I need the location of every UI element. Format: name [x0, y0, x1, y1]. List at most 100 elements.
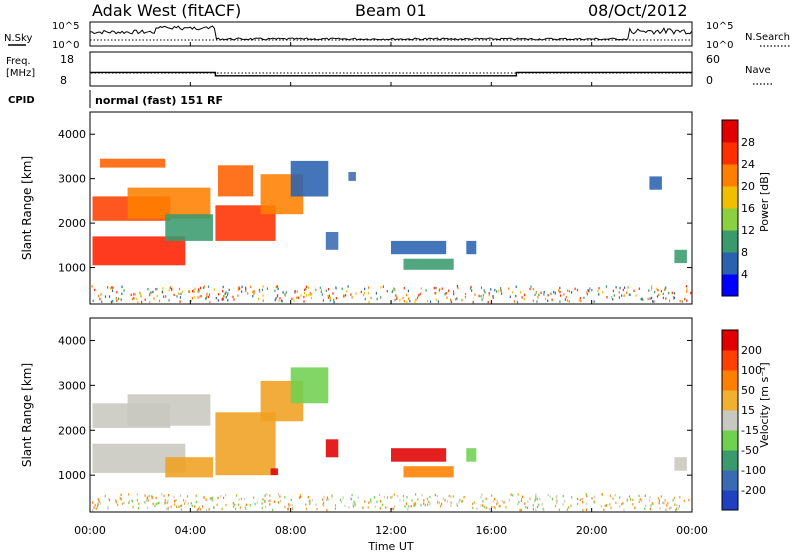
velocity-cbar-swatch-1 — [722, 470, 738, 491]
noise-right-label: N.Search — [745, 32, 790, 43]
date-title: 08/Oct/2012 — [588, 1, 688, 20]
velocity-ytick-label-3: 4000 — [58, 334, 86, 347]
velocity-ylabel: Slant Range [km] — [20, 363, 34, 467]
power-cbar-swatch-1 — [722, 252, 738, 275]
power-cbar-label: Power [dB] — [758, 172, 771, 232]
velocity-cbar-tick-7: -200 — [741, 484, 766, 497]
freq-step-line — [90, 71, 692, 77]
x-axis-label: Time UT — [367, 540, 413, 553]
velocity-cbar-swatch-0 — [722, 490, 738, 511]
x-tick-label-0: 00:00 — [74, 524, 106, 537]
power-region-11 — [391, 240, 447, 255]
velocity-region-10 — [403, 466, 454, 478]
freq-right-label: Nave — [745, 65, 771, 76]
velocity-colorbar: 200 100 50 15 -15 -50 -100 -200 — [721, 329, 766, 511]
power-cbar-swatch-0 — [722, 274, 738, 297]
noise-left-tick-bottom: 10^0 — [52, 40, 79, 51]
velocity-ytick-label-0: 1000 — [58, 469, 86, 482]
power-cbar-swatch-6 — [722, 142, 738, 165]
velocity-speckle — [92, 493, 690, 512]
station-title: Adak West (fitACF) — [92, 1, 241, 20]
velocity-region-2 — [127, 394, 211, 426]
velocity-region-8 — [270, 468, 279, 476]
velocity-cbar-swatch-7 — [722, 350, 738, 371]
velocity-cbar-swatch-3 — [722, 430, 738, 451]
power-ylabel: Slant Range [km] — [20, 156, 34, 260]
velocity-region-11 — [466, 448, 477, 462]
power-cbar-swatch-5 — [722, 164, 738, 187]
x-tick-label-6: 00:00 — [676, 524, 708, 537]
velocity-cbar-tick-2: 50 — [741, 384, 755, 397]
freq-left-tick-top: 18 — [60, 53, 74, 66]
power-region-13 — [466, 240, 477, 255]
power-yticks: 1000 2000 3000 4000 — [58, 128, 692, 275]
power-region-12 — [403, 258, 454, 270]
noise-sky-line — [89, 25, 693, 41]
freq-left-label-2: [MHz] — [6, 68, 35, 79]
velocity-cbar-tick-6: -100 — [741, 464, 766, 477]
velocity-cbar-tick-0: 200 — [741, 344, 762, 357]
power-cbar-swatch-4 — [722, 186, 738, 209]
freq-left-tick-bottom: 8 — [60, 74, 67, 87]
noise-series — [89, 25, 693, 41]
power-region-2 — [100, 158, 166, 168]
power-colorbar: 4 8 12 16 20 24 28 — [721, 119, 755, 297]
power-region-6 — [217, 165, 253, 197]
velocity-cbar-swatch-4 — [722, 410, 738, 431]
freq-right-tick-top: 60 — [706, 53, 720, 66]
power-region-8 — [290, 160, 329, 197]
noise-right-tick-bottom: 10^0 — [706, 40, 733, 51]
velocity-ytick-label-1: 2000 — [58, 424, 86, 437]
power-cbar-frame — [721, 119, 739, 297]
power-cbar-swatch-7 — [722, 120, 738, 143]
velocity-cbar-tick-5: -50 — [741, 444, 759, 457]
power-region-9 — [325, 232, 339, 250]
beam-title: Beam 01 — [355, 1, 427, 20]
power-ytick-label-3: 4000 — [58, 128, 86, 141]
velocity-cbar-tick-4: -15 — [741, 424, 759, 437]
x-tick-label-5: 20:00 — [576, 524, 608, 537]
power-region-15 — [674, 249, 687, 264]
noise-left-label: N.Sky — [4, 33, 32, 44]
power-ytick-label-2: 3000 — [58, 173, 86, 186]
x-axis-ticks: 00:00 04:00 08:00 12:00 16:00 20:00 00:00 — [74, 42, 708, 537]
velocity-region-7 — [325, 439, 339, 458]
freq-right-tick-bottom: 0 — [706, 74, 713, 87]
power-region-0 — [92, 236, 186, 266]
power-cbar-tick-2: 12 — [741, 224, 755, 237]
velocity-cbar-swatch-6 — [722, 370, 738, 391]
velocity-ytick-label-2: 3000 — [58, 379, 86, 392]
velocity-cbar-swatch-2 — [722, 450, 738, 471]
power-speckle — [91, 285, 692, 304]
velocity-region-4 — [215, 412, 276, 476]
power-cbar-tick-4: 20 — [741, 180, 755, 193]
noise-right-tick-top: 10^5 — [706, 21, 733, 32]
velocity-region-6 — [290, 367, 329, 404]
power-ytick-label-0: 1000 — [58, 262, 86, 275]
velocity-region-3 — [165, 457, 213, 478]
power-ytick-label-1: 2000 — [58, 217, 86, 230]
velocity-region-9 — [391, 448, 447, 462]
power-cbar-tick-6: 28 — [741, 136, 755, 149]
x-tick-label-1: 04:00 — [174, 524, 206, 537]
velocity-cbar-tick-3: 15 — [741, 404, 755, 417]
velocity-region-12 — [674, 457, 687, 471]
power-cbar-tick-1: 8 — [741, 246, 748, 259]
x-tick-label-2: 08:00 — [275, 524, 307, 537]
velocity-cbar-label: Velocity [m s⁻¹] — [758, 362, 771, 447]
cpid-label: CPID — [8, 95, 35, 106]
velocity-yticks: 1000 2000 3000 4000 — [58, 334, 692, 482]
power-cbar-tick-0: 4 — [741, 268, 748, 281]
velocity-cbar-frame — [721, 329, 739, 511]
x-tick-label-4: 16:00 — [475, 524, 507, 537]
power-region-10 — [348, 172, 356, 181]
freq-panel-frame — [89, 51, 693, 87]
x-tick-label-3: 12:00 — [375, 524, 407, 537]
noise-left-tick-top: 10^5 — [52, 21, 79, 32]
power-cbar-swatch-3 — [722, 208, 738, 231]
velocity-cbar-swatch-8 — [722, 330, 738, 351]
power-region-3 — [127, 187, 211, 219]
power-cbar-tick-3: 16 — [741, 202, 755, 215]
power-cbar-tick-5: 24 — [741, 158, 755, 171]
